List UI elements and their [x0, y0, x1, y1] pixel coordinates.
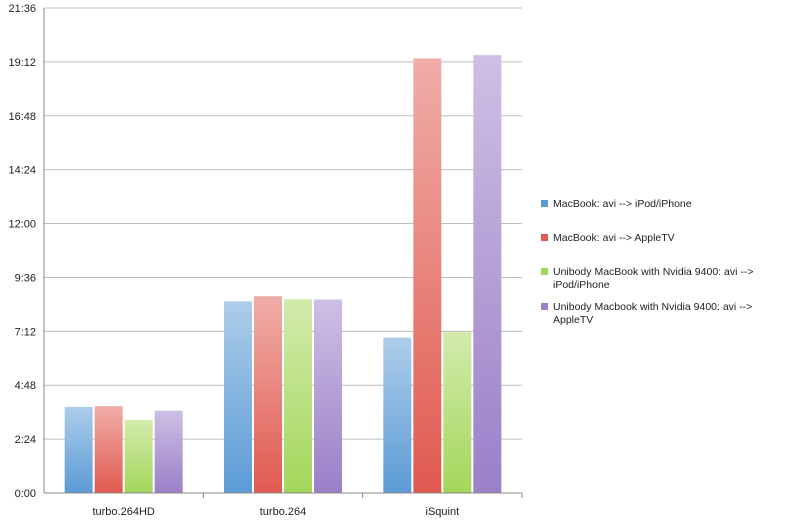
legend-swatch [541, 268, 548, 275]
bar-iSquint-series-3 [443, 332, 472, 493]
y-tick-label: 19:12 [8, 57, 36, 69]
bar-turbo.264-series-2 [254, 296, 282, 493]
y-tick-label: 0:00 [15, 488, 36, 500]
bar-turbo.264HD-series-2 [94, 406, 123, 493]
bars [64, 55, 502, 494]
bar-iSquint-series-2 [413, 58, 442, 493]
legend-swatch [541, 200, 548, 207]
axes: 0:00 2:24 4:48 7:12 9:36 12:00 14:24 16:48 19:12… [8, 3, 523, 518]
y-tick-label: 7:12 [15, 326, 36, 338]
bar-turbo.264HD-series-1 [64, 406, 93, 493]
y-tick-label: 16:48 [8, 111, 36, 123]
bar-iSquint-series-4 [473, 55, 502, 494]
legend-label: MacBook: avi --> iPod/iPhone [553, 198, 692, 210]
y-tick-label: 2:24 [15, 434, 36, 446]
bar-turbo.264-series-3 [284, 299, 312, 493]
grid-lines [44, 7, 522, 494]
x-tick-label: iSquint [426, 506, 460, 518]
bar-turbo.264-series-1 [224, 301, 252, 493]
bar-turbo.264-series-4 [314, 299, 342, 493]
legend: MacBook: avi --> iPod/iPhone MacBook: avi… [541, 198, 753, 326]
y-tick-label: 21:36 [8, 3, 36, 15]
legend-label: Unibody Macbook with Nvidia 9400: avi --… [553, 301, 752, 326]
y-tick-label: 9:36 [15, 272, 36, 284]
legend-label: MacBook: avi --> AppleTV [553, 232, 675, 244]
y-tick-label: 14:24 [8, 165, 36, 177]
y-tick-label: 12:00 [8, 219, 36, 231]
bar-turbo.264HD-series-3 [124, 420, 153, 493]
y-tick-label: 4:48 [15, 380, 36, 392]
legend-label: Unibody MacBook with Nvidia 9400: avi --… [553, 266, 753, 291]
bar-turbo.264HD-series-4 [154, 410, 183, 493]
legend-swatch [541, 303, 548, 310]
bar-iSquint-series-1 [383, 337, 412, 493]
legend-swatch [541, 234, 548, 241]
x-tick-label: turbo.264 [260, 506, 306, 518]
x-tick-label: turbo.264HD [92, 506, 154, 518]
